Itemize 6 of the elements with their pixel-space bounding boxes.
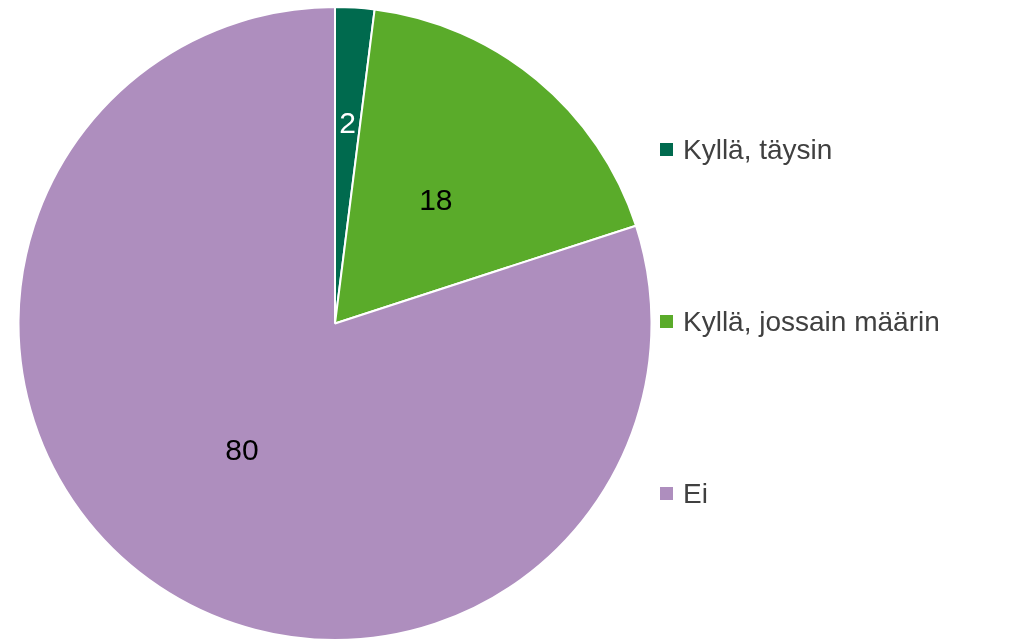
data-label: 80 [225,432,259,466]
legend-label: Kyllä, jossain määrin [683,305,940,338]
data-label: 2 [339,105,356,139]
legend-label: Ei [683,477,708,510]
legend-label: Kyllä, täysin [683,133,833,166]
data-label: 18 [419,182,453,216]
